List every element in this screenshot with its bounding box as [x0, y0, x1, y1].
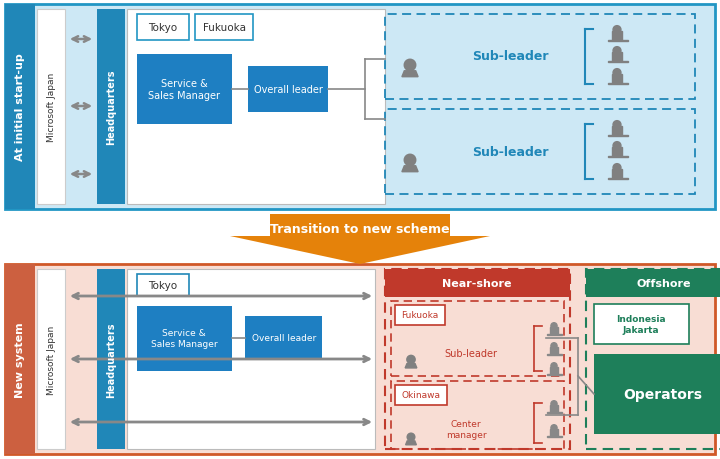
Bar	[547, 436, 562, 437]
Text: Offshore: Offshore	[636, 279, 691, 288]
Bar	[547, 334, 562, 335]
Bar	[547, 412, 562, 413]
Text: At initial start-up: At initial start-up	[15, 53, 25, 161]
Bar	[594, 304, 689, 344]
Bar	[385, 15, 695, 100]
Bar	[137, 274, 189, 297]
Text: Service &
Sales Manager: Service & Sales Manager	[148, 79, 220, 101]
Text: Fukuoka: Fukuoka	[202, 23, 246, 33]
Bar	[550, 367, 558, 375]
Text: Sub-leader: Sub-leader	[444, 348, 498, 358]
Text: Indonesia
Jakarta: Indonesia Jakarta	[616, 314, 666, 334]
Bar	[611, 169, 622, 179]
Circle shape	[404, 60, 415, 72]
Bar	[395, 305, 445, 325]
Bar	[586, 269, 720, 297]
Bar	[391, 302, 564, 376]
Circle shape	[408, 433, 415, 441]
Bar	[611, 74, 622, 84]
Bar	[611, 52, 622, 62]
Bar	[127, 10, 385, 205]
Bar	[5, 264, 35, 454]
Circle shape	[404, 155, 415, 167]
Bar	[608, 157, 628, 158]
Bar	[245, 316, 322, 360]
Circle shape	[613, 164, 621, 172]
Bar	[5, 264, 715, 454]
Bar	[586, 269, 720, 449]
Text: Near-shore: Near-shore	[442, 279, 512, 288]
Circle shape	[613, 27, 621, 34]
Bar	[127, 269, 375, 449]
Bar	[608, 135, 628, 137]
Bar	[547, 354, 562, 355]
Bar	[608, 41, 628, 42]
Bar	[385, 110, 695, 195]
Text: Sub-leader: Sub-leader	[472, 145, 548, 158]
Bar	[195, 15, 253, 41]
Bar	[385, 269, 570, 449]
Bar	[594, 354, 720, 434]
Circle shape	[551, 425, 557, 431]
Bar	[395, 385, 447, 405]
Polygon shape	[405, 364, 417, 368]
Bar	[137, 55, 232, 125]
Polygon shape	[405, 441, 416, 445]
Circle shape	[551, 343, 557, 349]
Circle shape	[551, 363, 557, 369]
Bar	[97, 10, 125, 205]
Text: Microsoft Japan: Microsoft Japan	[47, 325, 55, 394]
Polygon shape	[402, 167, 418, 172]
Text: Overall leader: Overall leader	[253, 85, 323, 95]
Bar	[37, 10, 65, 205]
Text: Tokyo: Tokyo	[148, 23, 178, 33]
Bar	[550, 347, 558, 354]
Text: Transition to new scheme: Transition to new scheme	[270, 223, 450, 236]
Text: Fukuoka: Fukuoka	[401, 311, 438, 320]
Bar	[97, 269, 125, 449]
Text: Okinawa: Okinawa	[402, 391, 441, 400]
Bar	[547, 374, 562, 375]
Bar	[611, 126, 622, 136]
Bar	[137, 306, 232, 371]
Text: Sub-leader: Sub-leader	[472, 50, 548, 63]
Circle shape	[551, 323, 557, 329]
Bar	[391, 381, 564, 449]
Polygon shape	[402, 72, 418, 78]
Text: Tokyo: Tokyo	[148, 280, 178, 291]
Bar	[550, 405, 558, 412]
Circle shape	[613, 48, 621, 56]
Bar	[608, 62, 628, 63]
Text: Microsoft Japan: Microsoft Japan	[47, 72, 55, 141]
Circle shape	[551, 401, 557, 407]
Bar	[5, 5, 715, 210]
Bar	[608, 179, 628, 180]
Text: Operators: Operators	[624, 387, 703, 401]
Polygon shape	[230, 214, 490, 264]
Bar	[611, 31, 622, 41]
Text: New system: New system	[15, 321, 25, 397]
Bar	[611, 147, 622, 157]
Bar	[137, 15, 189, 41]
Circle shape	[613, 121, 621, 129]
Text: Center
manager: Center manager	[446, 420, 486, 439]
Circle shape	[407, 356, 415, 364]
Bar	[5, 5, 35, 210]
Text: Headquarters: Headquarters	[106, 322, 116, 397]
Bar	[385, 269, 570, 297]
Text: Overall leader: Overall leader	[252, 334, 316, 343]
Bar	[37, 269, 65, 449]
Circle shape	[613, 142, 621, 150]
Text: Headquarters: Headquarters	[106, 69, 116, 145]
Text: Service &
Sales Manager: Service & Sales Manager	[150, 329, 217, 348]
Bar	[550, 429, 558, 436]
Bar	[550, 327, 558, 335]
Circle shape	[613, 69, 621, 78]
Bar	[608, 84, 628, 85]
Bar	[248, 67, 328, 113]
